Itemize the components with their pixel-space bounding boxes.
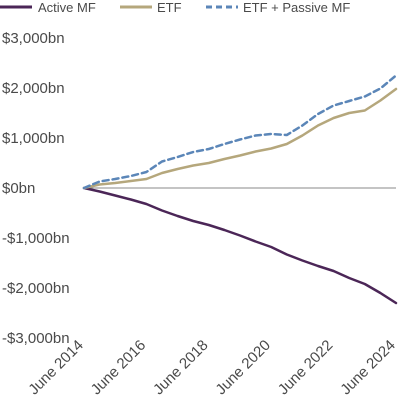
y-tick-label: $2,000bn <box>2 80 65 97</box>
y-tick-label: -$2,000bn <box>2 280 70 297</box>
legend: Active MF ETF ETF + Passive MF <box>0 0 350 15</box>
y-axis: $3,000bn $2,000bn $1,000bn $0bn -$1,000bn -$2… <box>2 30 70 347</box>
y-tick-label: -$1,000bn <box>2 230 70 247</box>
y-tick-label: $1,000bn <box>2 130 65 147</box>
x-tick-label: June 2016 <box>88 337 150 399</box>
x-tick-label: June 2022 <box>275 337 337 399</box>
y-tick-label: $3,000bn <box>2 30 65 47</box>
series-line-active-mf <box>82 186 398 305</box>
series-layer <box>82 74 398 305</box>
legend-label-active-mf: Active MF <box>38 0 96 15</box>
series-line-etf-passive-mf <box>82 74 398 190</box>
y-tick-label: $0bn <box>2 180 35 197</box>
legend-label-etf-passive-mf: ETF + Passive MF <box>243 0 350 15</box>
x-tick-label: June 2024 <box>337 337 399 399</box>
series-line-etf <box>82 87 398 190</box>
y-tick-label: -$3,000bn <box>2 330 70 347</box>
x-tick-label: June 2018 <box>150 337 212 399</box>
legend-label-etf: ETF <box>157 0 182 15</box>
x-axis: June 2014 June 2016 June 2018 June 2020 June… <box>25 337 399 399</box>
x-tick-label: June 2020 <box>212 337 274 399</box>
